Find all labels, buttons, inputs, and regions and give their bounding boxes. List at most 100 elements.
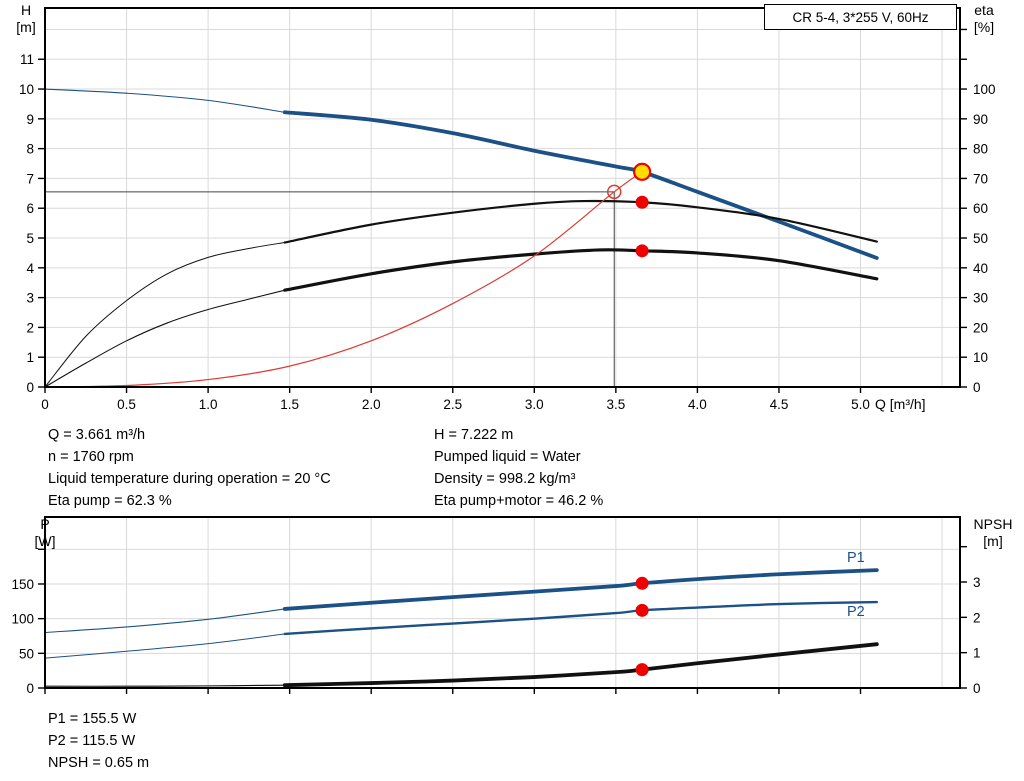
series-p1-lead <box>44 608 286 634</box>
pump-model-label: CR 5-4, 3*255 V, 60Hz <box>792 9 929 25</box>
svg-text:70: 70 <box>973 171 988 186</box>
h-axis-label: H [m] <box>8 2 44 36</box>
svg-text:2.0: 2.0 <box>362 397 381 412</box>
svg-text:8: 8 <box>26 142 34 157</box>
h-axis-label-unit: [m] <box>16 19 36 35</box>
svg-text:0: 0 <box>973 380 981 395</box>
svg-text:0: 0 <box>26 380 34 395</box>
pump-model-box: CR 5-4, 3*255 V, 60Hz <box>764 4 957 30</box>
svg-text:100: 100 <box>11 612 34 627</box>
svg-text:4.5: 4.5 <box>770 397 789 412</box>
info-speed: n = 1760 rpm <box>48 449 134 465</box>
tick-marks <box>38 545 967 694</box>
p1-curve-label: P1 <box>847 550 865 566</box>
svg-text:3: 3 <box>973 575 981 590</box>
duty-info-col1: Q = 3.661 m³/h n = 1760 rpm Liquid tempe… <box>48 424 331 512</box>
svg-text:1.5: 1.5 <box>280 397 299 412</box>
svg-text:2.5: 2.5 <box>443 397 462 412</box>
info-p2: P2 = 115.5 W <box>48 733 136 749</box>
svg-text:3: 3 <box>26 291 34 306</box>
p-axis-label: P [W] <box>26 516 64 550</box>
series-p1 <box>282 568 879 611</box>
svg-text:3.5: 3.5 <box>606 397 625 412</box>
svg-text:0: 0 <box>973 681 981 696</box>
p2-curve-label: P2 <box>847 604 865 620</box>
svg-text:150: 150 <box>11 577 34 592</box>
info-eta-pump-motor: Eta pump+motor = 46.2 % <box>434 493 604 509</box>
plot-frame <box>44 7 961 388</box>
duty-info-col2: H = 7.222 m Pumped liquid = Water Densit… <box>434 424 603 512</box>
info-eta-pump: Eta pump = 62.3 % <box>48 493 172 509</box>
info-h: H = 7.222 m <box>434 427 514 443</box>
h-axis-label-symbol: H <box>20 2 32 18</box>
svg-text:2: 2 <box>973 610 981 625</box>
result-info: P1 = 155.5 W P2 = 115.5 W NPSH = 0.65 m <box>48 708 149 774</box>
series-qh <box>282 110 879 260</box>
info-q: Q = 3.661 m³/h <box>48 427 146 443</box>
svg-text:20: 20 <box>973 320 988 335</box>
svg-text:2: 2 <box>26 320 34 335</box>
npsh-axis-label: NPSH [m] <box>964 516 1022 550</box>
series-npsh-lead <box>44 684 286 687</box>
series-eta-pump-motor <box>283 248 879 292</box>
info-npsh: NPSH = 0.65 m <box>48 755 150 771</box>
operating-point-eta-pump-motor[interactable] <box>635 244 649 258</box>
svg-text:0.5: 0.5 <box>117 397 136 412</box>
operating-point-eta-pump[interactable] <box>635 195 649 209</box>
operating-point-npsh[interactable] <box>635 663 649 677</box>
svg-text:10: 10 <box>19 82 34 97</box>
svg-text:7: 7 <box>26 171 34 186</box>
svg-text:5: 5 <box>26 231 34 246</box>
series-eta-pump-motor-lead <box>44 289 286 388</box>
series-npsh <box>282 642 879 688</box>
svg-text:30: 30 <box>973 291 988 306</box>
npsh-axis-label-symbol: NPSH <box>973 516 1013 532</box>
eta-axis-label-symbol: eta <box>974 2 994 18</box>
series-qh-out-of-range <box>44 88 286 113</box>
eta-axis-label-unit: [%] <box>973 19 995 35</box>
tick-labels: 0 0.5 1.0 1.5 2.0 2.5 3.0 3.5 4.0 4.5 5.0 0 1 2 3 4 5 6 7 8… <box>19 52 996 412</box>
tick-marks <box>38 28 967 393</box>
svg-text:0: 0 <box>41 397 49 412</box>
info-density: Density = 998.2 kg/m³ <box>434 471 576 487</box>
svg-text:9: 9 <box>26 112 34 127</box>
requested-duty-point[interactable] <box>606 184 622 200</box>
svg-text:50: 50 <box>19 646 34 661</box>
info-pumped-liquid: Pumped liquid = Water <box>434 449 581 465</box>
svg-text:0: 0 <box>26 681 34 696</box>
svg-text:80: 80 <box>973 142 988 157</box>
svg-text:90: 90 <box>973 112 988 127</box>
svg-text:60: 60 <box>973 201 988 216</box>
duty-crosshair <box>45 191 615 387</box>
chart-qh-eta[interactable]: 0 0.5 1.0 1.5 2.0 2.5 3.0 3.5 4.0 4.5 5.0 0 1 2 3 4 5 6 7 8… <box>19 7 996 412</box>
operating-point-qh[interactable] <box>633 162 652 181</box>
p-axis-label-symbol: P <box>40 516 50 532</box>
chart-p-npsh[interactable]: 0 50 100 150 0 1 2 3 <box>11 516 981 696</box>
svg-text:1.0: 1.0 <box>199 397 218 412</box>
svg-text:5.0: 5.0 <box>851 397 870 412</box>
plot-frame <box>44 516 961 689</box>
svg-text:40: 40 <box>973 261 988 276</box>
info-p1: P1 = 155.5 W <box>48 711 137 727</box>
tick-labels: 0 50 100 150 0 1 2 3 <box>11 575 980 696</box>
svg-text:10: 10 <box>973 350 988 365</box>
q-axis-label: Q [m³/h] <box>875 396 926 412</box>
svg-text:4.0: 4.0 <box>688 397 707 412</box>
svg-text:100: 100 <box>973 82 996 97</box>
info-liquid-temp: Liquid temperature during operation = 20… <box>48 471 331 487</box>
series-eta-pump <box>283 199 878 244</box>
npsh-axis-label-unit: [m] <box>983 533 1003 549</box>
operating-point-p1[interactable] <box>635 576 649 590</box>
series-system-curve <box>44 171 643 388</box>
svg-text:6: 6 <box>26 201 34 216</box>
gridlines <box>45 8 960 387</box>
svg-text:3.0: 3.0 <box>525 397 544 412</box>
operating-point-p2[interactable] <box>635 603 649 617</box>
eta-axis-label: eta [%] <box>962 2 1006 36</box>
svg-text:4: 4 <box>26 261 34 276</box>
svg-text:1: 1 <box>26 350 34 365</box>
p-axis-label-unit: [W] <box>34 533 56 549</box>
svg-text:1: 1 <box>973 646 981 661</box>
